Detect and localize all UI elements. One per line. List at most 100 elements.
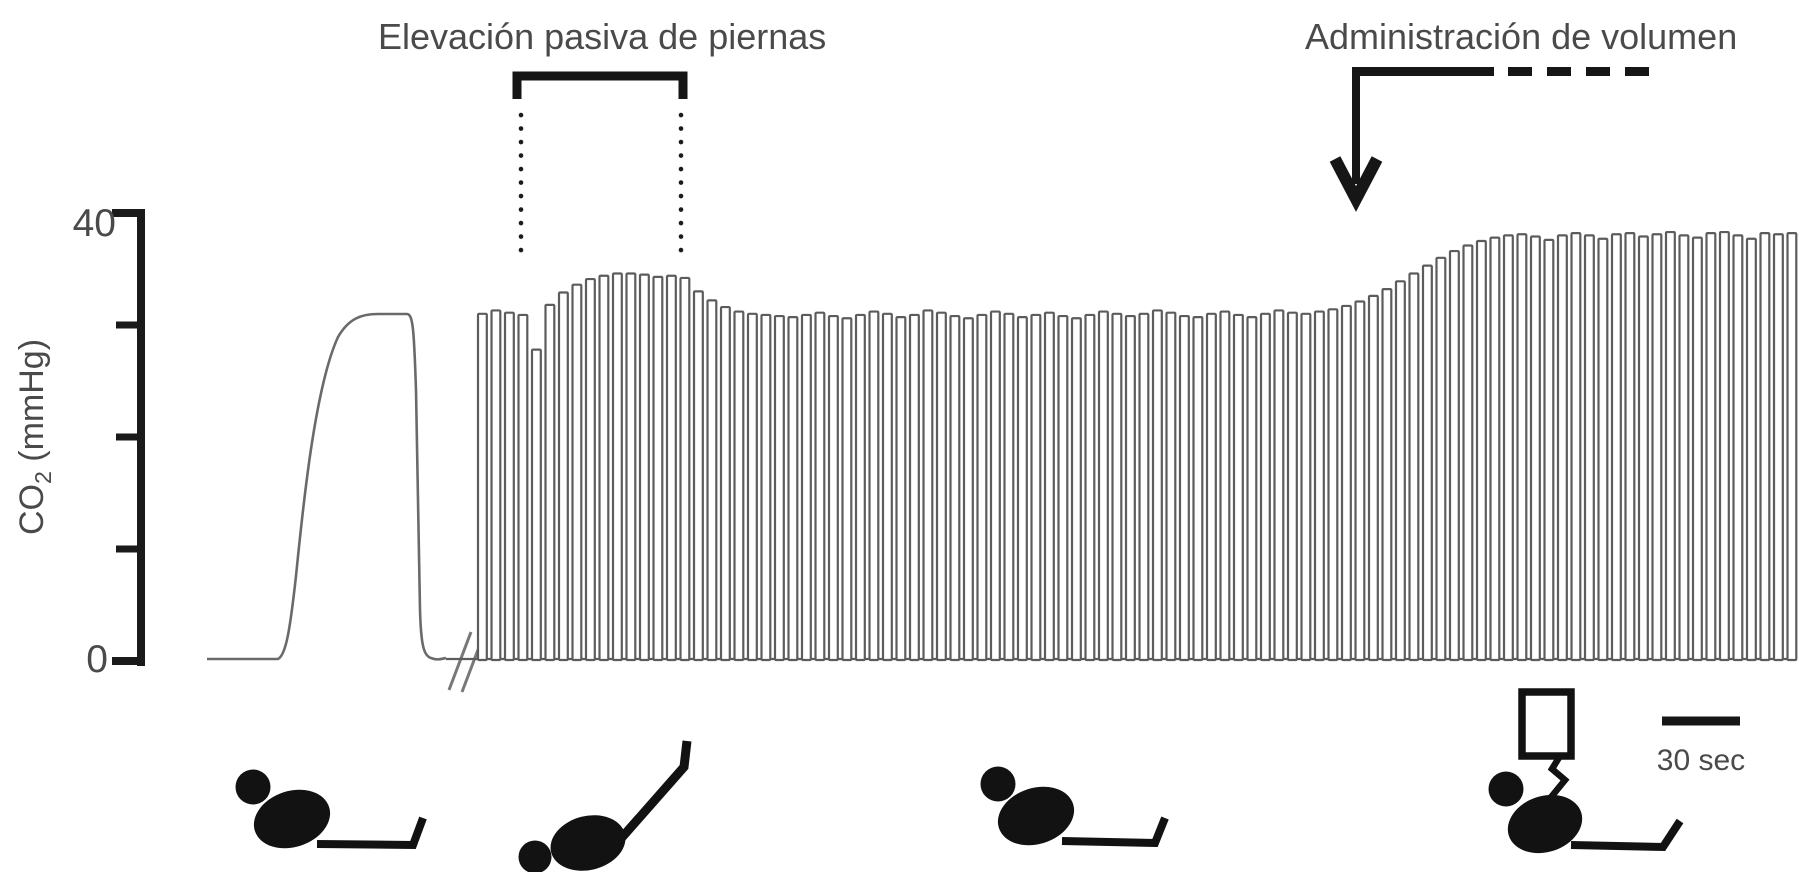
passive-leg-raise-marker xyxy=(512,71,688,255)
breath-bar xyxy=(1003,312,1015,662)
breath-bar xyxy=(571,283,583,662)
breath-bar xyxy=(908,313,920,662)
patient-body xyxy=(997,786,1075,846)
breath-bar xyxy=(746,312,758,662)
breath-bar xyxy=(1165,311,1177,662)
iv-tube-icon xyxy=(1540,754,1570,810)
breath-bar xyxy=(1705,232,1717,662)
patient-head xyxy=(1488,771,1524,807)
breath-bar xyxy=(989,310,1001,662)
patient-head xyxy=(980,766,1016,802)
breath-bar xyxy=(1489,236,1501,662)
patient-legs xyxy=(1570,818,1684,852)
breath-bar xyxy=(1624,232,1636,662)
breath-bar xyxy=(1057,314,1069,662)
breath-bar xyxy=(881,312,893,662)
breath-bar xyxy=(679,276,691,662)
volume-administration-marker xyxy=(1329,67,1664,212)
breath-bar xyxy=(1016,316,1028,662)
breath-bar xyxy=(1529,235,1541,662)
breath-bar xyxy=(692,290,704,662)
breath-bar xyxy=(1084,313,1096,662)
breath-bar xyxy=(1570,232,1582,662)
breath-bar xyxy=(1151,309,1163,662)
breath-bar xyxy=(1192,316,1204,662)
breath-bar xyxy=(1462,244,1474,662)
calibration-breath-trace xyxy=(207,312,447,661)
breath-bar xyxy=(1691,236,1703,662)
breath-bar xyxy=(800,313,812,662)
breath-bar xyxy=(922,309,934,662)
breath-bar xyxy=(976,313,988,662)
breath-bar xyxy=(962,317,974,662)
breath-waveforms xyxy=(476,230,1798,662)
patient-supine-icon xyxy=(235,769,427,850)
breath-bar xyxy=(827,314,839,662)
breath-bar xyxy=(1448,249,1460,662)
patient-body xyxy=(550,815,626,871)
breath-bar xyxy=(1543,238,1555,662)
breath-bar xyxy=(1759,232,1771,662)
breath-bar xyxy=(1394,280,1406,662)
breath-bar xyxy=(1597,237,1609,662)
breath-bar xyxy=(1327,308,1339,662)
breath-bar xyxy=(1354,300,1366,662)
breath-bar xyxy=(490,309,502,662)
breath-bar xyxy=(611,272,623,662)
y-axis-title: CO2 (mmHg) xyxy=(10,267,56,607)
patient-legs xyxy=(606,740,692,854)
iv-bag-icon xyxy=(1518,688,1575,760)
co2-trace xyxy=(207,230,1798,693)
breath-bar xyxy=(1583,234,1595,662)
breath-bar xyxy=(544,303,556,662)
breath-bar xyxy=(638,273,650,662)
breath-bar xyxy=(1435,256,1447,662)
breath-bar xyxy=(1340,304,1352,662)
breath-bar xyxy=(719,305,731,662)
breath-bar xyxy=(787,316,799,662)
breath-bar xyxy=(1300,312,1312,662)
y-axis-title-suffix: (mmHg) xyxy=(13,338,51,472)
volume-administration-label: Administración de volumen xyxy=(1305,16,1738,57)
passive-leg-raise-label: Elevación pasiva de piernas xyxy=(378,16,827,57)
breath-bar xyxy=(1313,310,1325,662)
breath-bar xyxy=(557,291,569,662)
breath-bar xyxy=(1030,313,1042,662)
breath-bar xyxy=(517,313,529,662)
patient-head xyxy=(235,769,271,805)
breath-bar xyxy=(1286,311,1298,662)
breath-bar xyxy=(1232,313,1244,662)
patient-legs-raised-icon xyxy=(518,740,692,872)
breath-bar xyxy=(1718,230,1730,662)
y-axis-tick-label-40: 40 xyxy=(72,202,116,245)
breath-bar xyxy=(1111,312,1123,662)
breath-bar xyxy=(1259,312,1271,662)
patient-legs xyxy=(1061,816,1169,848)
patient-head xyxy=(518,840,552,872)
breath-bar xyxy=(1516,233,1528,662)
breath-bar xyxy=(1219,310,1231,662)
breath-bar xyxy=(814,311,826,662)
breath-bar xyxy=(1732,234,1744,662)
breath-bar xyxy=(854,313,866,662)
patient-legs xyxy=(316,816,427,850)
breath-bar xyxy=(733,310,745,662)
breath-bar xyxy=(1651,233,1663,662)
breath-bar xyxy=(1556,234,1568,662)
breath-bar xyxy=(706,299,718,662)
breath-bar xyxy=(1408,272,1420,662)
breath-bar xyxy=(1502,234,1514,662)
y-axis-title-subscript: 2 xyxy=(29,471,56,485)
breath-bar xyxy=(476,312,488,662)
breath-bar xyxy=(1664,230,1676,662)
breath-bar xyxy=(598,274,610,662)
patient-supine-icon xyxy=(980,766,1169,848)
breath-bar xyxy=(1246,316,1258,662)
breath-bar xyxy=(1772,233,1784,662)
breath-bar xyxy=(1367,294,1379,662)
breath-bar xyxy=(949,314,961,662)
breath-bar xyxy=(1610,233,1622,662)
breath-bar xyxy=(1205,312,1217,662)
